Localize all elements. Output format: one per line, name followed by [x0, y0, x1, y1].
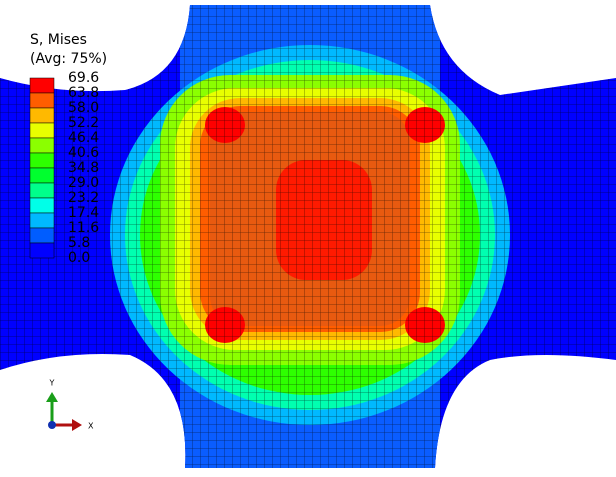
x-label: X [88, 422, 94, 431]
legend-swatch [29, 167, 55, 184]
legend-level: 0.0 [68, 250, 90, 266]
legend-level: 23.2 [68, 190, 99, 206]
legend-title: S, Mises [30, 32, 87, 48]
x-arrow-head [72, 419, 82, 431]
legend-swatch [29, 242, 55, 259]
legend-level: 58.0 [68, 100, 99, 116]
legend-swatch [29, 77, 55, 94]
legend: 69.663.858.052.246.440.634.829.023.217.4… [29, 70, 99, 266]
legend-level: 34.8 [68, 160, 99, 176]
y-arrow-head [46, 392, 58, 402]
legend-swatch [29, 152, 55, 169]
triad-origin [48, 421, 56, 429]
y-label: Y [49, 379, 55, 388]
legend-swatch [29, 137, 55, 154]
legend-swatch [29, 92, 55, 109]
legend-level: 40.6 [68, 145, 99, 161]
legend-swatch [29, 107, 55, 124]
legend-level: 69.6 [68, 70, 99, 86]
legend-level: 46.4 [68, 130, 99, 146]
legend-swatch [29, 227, 55, 244]
legend-swatch [29, 122, 55, 139]
axis-triad: Y X [46, 379, 94, 431]
legend-level: 52.2 [68, 115, 99, 131]
legend-level: 11.6 [68, 220, 99, 236]
legend-level: 17.4 [68, 205, 99, 221]
legend-level: 29.0 [68, 175, 99, 191]
legend-swatch [29, 182, 55, 199]
legend-swatch [29, 197, 55, 214]
legend-level: 63.8 [68, 85, 99, 101]
legend-subtitle: (Avg: 75%) [30, 51, 107, 67]
legend-swatch [29, 212, 55, 229]
legend-level: 5.8 [68, 235, 90, 251]
